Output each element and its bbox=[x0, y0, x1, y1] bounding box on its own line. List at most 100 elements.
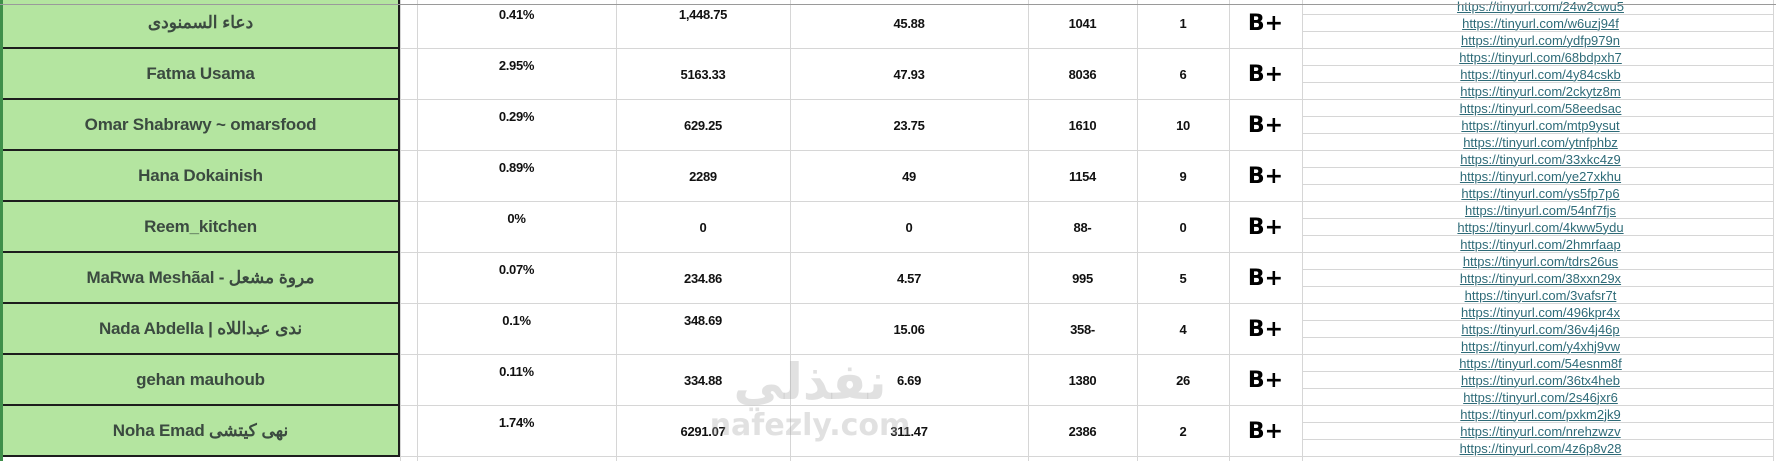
grade-cell[interactable]: B+ bbox=[1229, 100, 1302, 151]
value-cell-3[interactable]: 8036 bbox=[1028, 49, 1137, 100]
account-name-cell[interactable]: gehan mauhoub bbox=[3, 355, 400, 406]
value-cell-1[interactable]: 1,448.75 bbox=[616, 0, 790, 49]
tinyurl-link[interactable]: https://tinyurl.com/ys5fp7p6 bbox=[1302, 185, 1773, 202]
tinyurl-link[interactable]: https://tinyurl.com/nrehzwzv bbox=[1302, 423, 1773, 440]
value-cell-1[interactable]: 629.25 bbox=[616, 100, 790, 151]
tinyurl-link[interactable]: https://tinyurl.com/mtp9ysut bbox=[1302, 117, 1773, 134]
percentage-cell[interactable]: 0.29% bbox=[417, 100, 616, 151]
value-cell-4[interactable]: 6 bbox=[1137, 49, 1229, 100]
value-cell-2[interactable]: 4.57 bbox=[790, 253, 1028, 304]
tinyurl-link[interactable]: https://tinyurl.com/33xkc4z9 bbox=[1302, 151, 1773, 168]
tinyurl-link[interactable]: https://tinyurl.com/y4xhj9vw bbox=[1302, 338, 1773, 355]
value-cell-3[interactable]: 1610 bbox=[1028, 100, 1137, 151]
value-cell-2[interactable]: 45.88 bbox=[790, 0, 1028, 49]
grade-cell[interactable]: B+ bbox=[1229, 406, 1302, 457]
value-cell-2[interactable]: 15.06 bbox=[790, 304, 1028, 355]
grade-cell[interactable]: B+ bbox=[1229, 202, 1302, 253]
percentage-cell[interactable]: 0.11% bbox=[417, 355, 616, 406]
value-cell-3[interactable]: 358- bbox=[1028, 304, 1137, 355]
table-row: دعاء السمنودى 0.41% 1,448.75 45.88 1041 1 B+ ht… bbox=[0, 0, 1776, 49]
percentage-cell[interactable]: 0.07% bbox=[417, 253, 616, 304]
value-cell-3[interactable]: 1041 bbox=[1028, 0, 1137, 49]
empty-cell[interactable] bbox=[400, 253, 417, 304]
tinyurl-link[interactable]: https://tinyurl.com/36v4j46p bbox=[1302, 321, 1773, 338]
value-cell-2[interactable]: 49 bbox=[790, 151, 1028, 202]
empty-cell[interactable] bbox=[400, 202, 417, 253]
value-cell-4[interactable]: 1 bbox=[1137, 0, 1229, 49]
value-cell-4[interactable]: 5 bbox=[1137, 253, 1229, 304]
empty-cell[interactable] bbox=[400, 355, 417, 406]
percentage-cell[interactable]: 1.74% bbox=[417, 406, 616, 457]
value-cell-1[interactable]: 0 bbox=[616, 202, 790, 253]
empty-cell[interactable] bbox=[400, 0, 417, 49]
empty-cell[interactable] bbox=[400, 304, 417, 355]
percentage-cell[interactable]: 0.41% bbox=[417, 0, 616, 49]
tinyurl-link[interactable]: https://tinyurl.com/36tx4heb bbox=[1302, 372, 1773, 389]
account-name-cell[interactable]: Noha Emad نهى كيتشى bbox=[3, 406, 400, 457]
percentage-cell[interactable]: 2.95% bbox=[417, 49, 616, 100]
account-name-cell[interactable]: Reem_kitchen bbox=[3, 202, 400, 253]
value-cell-1[interactable]: 334.88 bbox=[616, 355, 790, 406]
value-cell-3[interactable]: 88- bbox=[1028, 202, 1137, 253]
tinyurl-link[interactable]: https://tinyurl.com/4z6p8v28 bbox=[1302, 440, 1773, 457]
value-cell-1[interactable]: 5163.33 bbox=[616, 49, 790, 100]
tinyurl-link[interactable]: https://tinyurl.com/68bdpxh7 bbox=[1302, 49, 1773, 66]
grade-cell[interactable]: B+ bbox=[1229, 355, 1302, 406]
grade-cell[interactable]: B+ bbox=[1229, 49, 1302, 100]
account-name-cell[interactable]: دعاء السمنودى bbox=[3, 0, 400, 49]
grade-cell[interactable]: B+ bbox=[1229, 253, 1302, 304]
tinyurl-link[interactable]: https://tinyurl.com/ydfp979n bbox=[1302, 32, 1773, 49]
tinyurl-link[interactable]: https://tinyurl.com/ye27xkhu bbox=[1302, 168, 1773, 185]
account-name-cell[interactable]: Omar Shabrawy ~ omarsfood bbox=[3, 100, 400, 151]
value-cell-4[interactable]: 9 bbox=[1137, 151, 1229, 202]
account-name-cell[interactable]: Hana Dokainish bbox=[3, 151, 400, 202]
tinyurl-link[interactable]: https://tinyurl.com/58eedsac bbox=[1302, 100, 1773, 117]
tinyurl-link[interactable]: https://tinyurl.com/tdrs26us bbox=[1302, 253, 1773, 270]
value-cell-4[interactable]: 4 bbox=[1137, 304, 1229, 355]
tinyurl-link[interactable]: https://tinyurl.com/54nf7fjs bbox=[1302, 202, 1773, 219]
tinyurl-link[interactable]: https://tinyurl.com/pxkm2jk9 bbox=[1302, 406, 1773, 423]
value-cell-1[interactable]: 2289 bbox=[616, 151, 790, 202]
tinyurl-link[interactable]: https://tinyurl.com/24w2cwu5 bbox=[1302, 0, 1773, 15]
value-cell-3[interactable]: 1154 bbox=[1028, 151, 1137, 202]
value-cell-4[interactable]: 0 bbox=[1137, 202, 1229, 253]
value-cell-4[interactable]: 2 bbox=[1137, 406, 1229, 457]
value-cell-3[interactable]: 1380 bbox=[1028, 355, 1137, 406]
tinyurl-link[interactable]: https://tinyurl.com/38xxn29x bbox=[1302, 270, 1773, 287]
value-cell-2[interactable]: 23.75 bbox=[790, 100, 1028, 151]
value-cell-1[interactable]: 234.86 bbox=[616, 253, 790, 304]
value-cell-2[interactable]: 311.47 bbox=[790, 406, 1028, 457]
tinyurl-link[interactable]: https://tinyurl.com/3vafsr7t bbox=[1302, 287, 1773, 304]
value-cell-2[interactable]: 47.93 bbox=[790, 49, 1028, 100]
tinyurl-link[interactable]: https://tinyurl.com/2hmrfaap bbox=[1302, 236, 1773, 253]
value-cell-4[interactable]: 10 bbox=[1137, 100, 1229, 151]
percentage-cell[interactable]: 0% bbox=[417, 202, 616, 253]
grade-cell[interactable]: B+ bbox=[1229, 304, 1302, 355]
empty-cell[interactable] bbox=[400, 406, 417, 457]
value-cell-2[interactable]: 0 bbox=[790, 202, 1028, 253]
percentage-cell[interactable]: 0.89% bbox=[417, 151, 616, 202]
empty-cell[interactable] bbox=[400, 100, 417, 151]
tinyurl-link[interactable]: https://tinyurl.com/4kww5ydu bbox=[1302, 219, 1773, 236]
percentage-cell[interactable]: 0.1% bbox=[417, 304, 616, 355]
account-name-cell[interactable]: MaRwa Meshãal - مروة مشعل bbox=[3, 253, 400, 304]
value-cell-1[interactable]: 348.69 bbox=[616, 304, 790, 355]
account-name-cell[interactable]: Fatma Usama bbox=[3, 49, 400, 100]
value-cell-2[interactable]: 6.69 bbox=[790, 355, 1028, 406]
tinyurl-link[interactable]: https://tinyurl.com/2ckytz8m bbox=[1302, 83, 1773, 100]
empty-cell[interactable] bbox=[400, 151, 417, 202]
value-cell-1[interactable]: 6291.07 bbox=[616, 406, 790, 457]
grade-cell[interactable]: B+ bbox=[1229, 151, 1302, 202]
tinyurl-link[interactable]: https://tinyurl.com/4y84cskb bbox=[1302, 66, 1773, 83]
value-cell-3[interactable]: 995 bbox=[1028, 253, 1137, 304]
tinyurl-link[interactable]: https://tinyurl.com/496kpr4x bbox=[1302, 304, 1773, 321]
empty-cell[interactable] bbox=[400, 49, 417, 100]
grade-cell[interactable]: B+ bbox=[1229, 0, 1302, 49]
value-cell-3[interactable]: 2386 bbox=[1028, 406, 1137, 457]
account-name-cell[interactable]: Nada Abdella | ندى عبداللاه bbox=[3, 304, 400, 355]
tinyurl-link[interactable]: https://tinyurl.com/ytnfphbz bbox=[1302, 134, 1773, 151]
tinyurl-link[interactable]: https://tinyurl.com/2s46jxr6 bbox=[1302, 389, 1773, 406]
tinyurl-link[interactable]: https://tinyurl.com/54esnm8f bbox=[1302, 355, 1773, 372]
value-cell-4[interactable]: 26 bbox=[1137, 355, 1229, 406]
tinyurl-link[interactable]: https://tinyurl.com/w6uzj94f bbox=[1302, 15, 1773, 32]
